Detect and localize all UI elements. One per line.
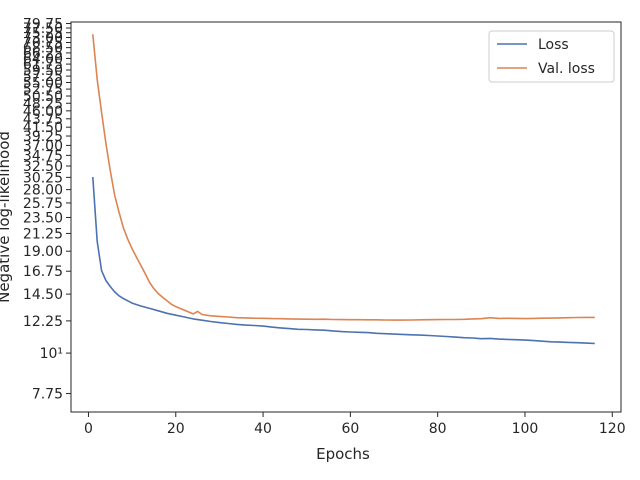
y-tick-label: 66.25 — [23, 46, 63, 62]
y-tick-label: 48.25 — [23, 96, 63, 112]
series-line-val-loss — [92, 34, 595, 321]
y-tick-label: 68.50 — [23, 41, 63, 57]
y-tick-label: 23.50 — [23, 210, 63, 226]
x-axis: 0 20 40 60 80 100 120 — [84, 412, 626, 437]
legend: Loss Val. loss — [488, 30, 615, 83]
x-tick-label: 80 — [429, 421, 447, 437]
legend-label-loss: Loss — [538, 37, 569, 53]
y-tick-label: 12.25 — [23, 314, 63, 330]
y-tick-label: 70.75 — [23, 35, 63, 51]
y-tick-label: 79.75 — [23, 16, 63, 32]
y-tick-label: 14.50 — [23, 287, 63, 303]
x-tick-label: 0 — [84, 421, 93, 437]
y-tick-label: 57.25 — [23, 69, 63, 85]
y-tick-label: 64.00 — [23, 51, 63, 67]
y-tick-label: 77.50 — [23, 21, 63, 37]
y-tick-label: 7.75 — [32, 387, 63, 403]
y-tick-label: 41.50 — [23, 120, 63, 136]
y-tick-label: 28.00 — [23, 183, 63, 199]
y-tick-label: 32.50 — [23, 159, 63, 175]
y-tick-label: 16.75 — [23, 264, 63, 280]
y-tick-label: 50.50 — [23, 89, 63, 105]
y-tick-label: 75.25 — [23, 26, 63, 42]
y-tick-label: 19.00 — [23, 244, 63, 260]
series-line-loss — [92, 177, 595, 345]
y-axis: 7.75 10¹ 12.25 14.50 16.75 19.00 21.2523.5025.… — [23, 16, 71, 403]
x-tick-label: 20 — [167, 421, 185, 437]
x-tick-label: 60 — [341, 421, 359, 437]
y-tick-label: 21.25 — [23, 226, 63, 242]
y-tick-label: 55.00 — [23, 75, 63, 91]
y-tick-label: 25.75 — [23, 196, 63, 212]
y-tick-label: 34.75 — [23, 148, 63, 164]
x-tick-label: 40 — [254, 421, 272, 437]
x-tick-label: 100 — [512, 421, 539, 437]
legend-label-val-loss: Val. loss — [538, 61, 595, 77]
y-tick-label: 10¹ — [40, 346, 63, 362]
series-lines — [92, 34, 595, 345]
plot-frame — [70, 21, 622, 413]
y-tick-label: 52.75 — [23, 82, 63, 98]
y-tick-label: 46.00 — [23, 104, 63, 120]
y-tick-label: 39.25 — [23, 129, 63, 145]
y-tick-label: 61.75 — [23, 57, 63, 73]
y-tick-label: 37.00 — [23, 138, 63, 154]
x-tick-label: 120 — [599, 421, 626, 437]
x-axis-label: Epochs — [316, 445, 370, 463]
y-tick-label: 43.75 — [23, 112, 63, 128]
y-tick-label: 59.50 — [23, 63, 63, 79]
y-tick-label: 30.25 — [23, 170, 63, 186]
y-axis-label: Negative log-likelihood — [0, 131, 13, 303]
y-tick-label: 73.00 — [23, 31, 63, 47]
